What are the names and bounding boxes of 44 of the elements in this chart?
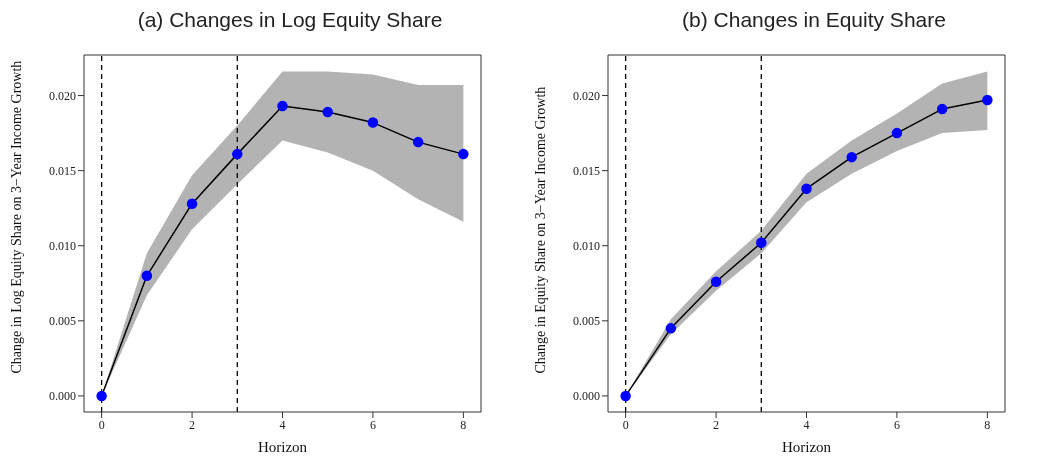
y-tick-label: 0.010 — [49, 238, 76, 253]
point — [322, 106, 333, 118]
y-tick-label: 0.020 — [49, 88, 76, 103]
x-axis-title: Horizon — [781, 439, 832, 455]
point — [277, 100, 288, 112]
x-tick-label: 2 — [189, 417, 196, 432]
point — [141, 270, 153, 282]
x-tick-label: 8 — [460, 417, 467, 432]
point — [232, 148, 243, 160]
y-tick-label: 0.010 — [573, 238, 600, 253]
point — [801, 183, 812, 194]
x-tick-label: 6 — [893, 417, 900, 432]
chart-title: (b) Changes in Equity Share — [681, 8, 946, 33]
point — [936, 103, 948, 115]
point — [756, 237, 767, 248]
point — [367, 117, 379, 128]
x-tick-label: 4 — [803, 417, 810, 432]
x-tick-label: 2 — [713, 417, 720, 432]
x-tick-label: 0 — [622, 417, 629, 432]
y-tick-label: 0.015 — [573, 163, 600, 178]
x-tick-label: 0 — [98, 417, 105, 432]
point — [458, 148, 469, 160]
y-tick-label: 0.000 — [49, 388, 76, 403]
point — [846, 151, 857, 163]
point — [412, 136, 424, 148]
y-axis-title: Change in Equity Share on 3−Year Income Growth — [532, 86, 548, 374]
point — [620, 390, 631, 402]
x-axis-title: Horizon — [257, 439, 308, 455]
chart-title: (a) Changes in Log Equity Share — [136, 8, 443, 33]
point — [186, 198, 198, 209]
point — [665, 323, 677, 334]
point — [710, 276, 722, 288]
y-tick-label: 0.005 — [573, 313, 600, 328]
y-tick-label: 0.015 — [49, 163, 76, 178]
x-tick-label: 8 — [984, 417, 991, 432]
y-tick-label: 0.000 — [573, 388, 600, 403]
y-tick-label: 0.020 — [573, 88, 600, 103]
x-tick-label: 6 — [369, 417, 376, 432]
point — [96, 390, 107, 402]
x-tick-label: 4 — [279, 417, 286, 432]
point — [891, 127, 903, 139]
y-tick-label: 0.005 — [49, 313, 76, 328]
point — [982, 94, 993, 106]
y-axis-title: Change in Log Equity Share on 3−Year Income Growth — [8, 60, 24, 374]
